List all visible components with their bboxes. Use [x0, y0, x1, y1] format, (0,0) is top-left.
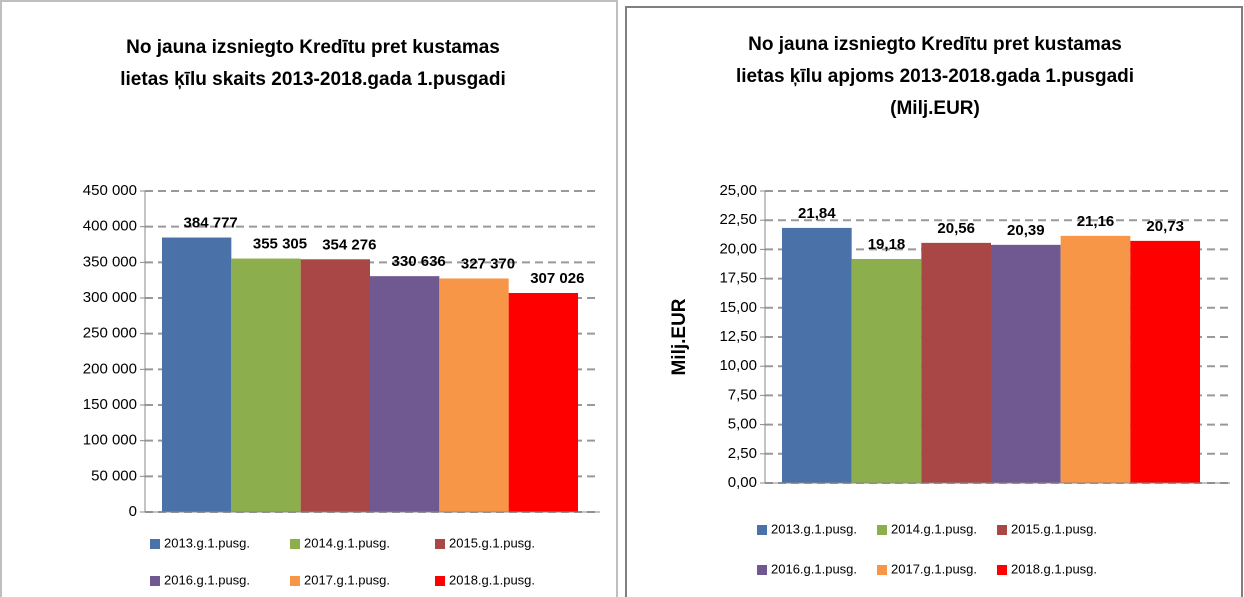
- legend-swatch: [997, 565, 1007, 575]
- y-tick-label: 12,50: [719, 328, 757, 345]
- chart-title: No jauna izsniegto Kredītu pret kustamas: [748, 34, 1122, 55]
- y-tick-label: 22,50: [719, 211, 757, 228]
- data-label: 307 026: [530, 270, 584, 287]
- legend-swatch: [150, 539, 160, 549]
- y-tick-label: 50 000: [91, 467, 137, 484]
- data-label: 354 276: [322, 236, 376, 253]
- legend-swatch: [435, 539, 445, 549]
- legend-swatch: [757, 565, 767, 575]
- bar: [508, 292, 578, 512]
- y-tick-label: 0,00: [728, 474, 757, 491]
- y-tick-label: 25,00: [719, 182, 757, 199]
- legend-swatch: [757, 525, 767, 535]
- y-tick-label: 17,50: [719, 270, 757, 287]
- bar: [921, 242, 991, 483]
- y-tick-label: 400 000: [83, 218, 137, 235]
- legend-label: 2015.g.1.pusg.: [449, 535, 535, 550]
- chart-title: No jauna izsniegto Kredītu pret kustamas: [126, 37, 500, 58]
- y-tick-label: 5,00: [728, 416, 757, 433]
- y-tick-label: 10,00: [719, 357, 757, 374]
- data-label: 355 305: [253, 236, 307, 253]
- bar: [851, 258, 922, 483]
- bar: [162, 237, 232, 512]
- data-label: 21,84: [798, 205, 836, 222]
- legend-label: 2016.g.1.pusg.: [164, 572, 250, 587]
- y-axis-label: Milj.EUR: [669, 298, 690, 375]
- y-tick-label: 0: [129, 503, 137, 520]
- legend-swatch: [997, 525, 1007, 535]
- bar: [991, 244, 1061, 483]
- legend-label: 2018.g.1.pusg.: [1011, 561, 1097, 576]
- legend-label: 2013.g.1.pusg.: [771, 521, 857, 536]
- data-label: 21,16: [1077, 213, 1115, 230]
- y-tick-label: 300 000: [83, 289, 137, 306]
- data-label: 384 777: [184, 214, 238, 231]
- y-tick-label: 450 000: [83, 182, 137, 199]
- legend-swatch: [877, 565, 887, 575]
- y-tick-label: 250 000: [83, 325, 137, 342]
- chart-title: (Milj.EUR): [890, 98, 980, 119]
- legend-label: 2014.g.1.pusg.: [304, 535, 390, 550]
- data-label: 327 370: [461, 255, 515, 272]
- y-tick-label: 2,50: [728, 445, 757, 462]
- legend-label: 2017.g.1.pusg.: [304, 572, 390, 587]
- y-tick-label: 20,00: [719, 240, 757, 257]
- data-label: 20,39: [1007, 222, 1045, 239]
- legend-swatch: [435, 576, 445, 586]
- legend-swatch: [150, 576, 160, 586]
- legend-swatch: [290, 539, 300, 549]
- bar: [1060, 235, 1131, 483]
- y-tick-label: 200 000: [83, 360, 137, 377]
- legend-label: 2017.g.1.pusg.: [891, 561, 977, 576]
- legend-label: 2015.g.1.pusg.: [1011, 521, 1097, 536]
- chart-title: lietas ķīlu apjoms 2013-2018.gada 1.pusg…: [736, 66, 1134, 87]
- data-label: 330 636: [392, 253, 446, 270]
- legend-swatch: [877, 525, 887, 535]
- y-tick-label: 7,50: [728, 386, 757, 403]
- legend-label: 2018.g.1.pusg.: [449, 572, 535, 587]
- bar: [1130, 240, 1200, 483]
- y-tick-label: 15,00: [719, 299, 757, 316]
- bar: [439, 278, 509, 512]
- bar: [231, 258, 301, 512]
- data-label: 20,56: [937, 220, 975, 237]
- chart-title: lietas ķīlu skaits 2013-2018.gada 1.pusg…: [120, 69, 505, 90]
- data-label: 20,73: [1146, 218, 1184, 235]
- bar: [370, 276, 440, 512]
- legend-label: 2013.g.1.pusg.: [164, 535, 250, 550]
- data-label: 19,18: [868, 236, 906, 253]
- legend-swatch: [290, 576, 300, 586]
- y-tick-label: 100 000: [83, 432, 137, 449]
- y-tick-label: 150 000: [83, 396, 137, 413]
- legend-label: 2016.g.1.pusg.: [771, 561, 857, 576]
- bar: [782, 227, 852, 483]
- legend-label: 2014.g.1.pusg.: [891, 521, 977, 536]
- bar: [300, 259, 370, 512]
- y-tick-label: 350 000: [83, 253, 137, 270]
